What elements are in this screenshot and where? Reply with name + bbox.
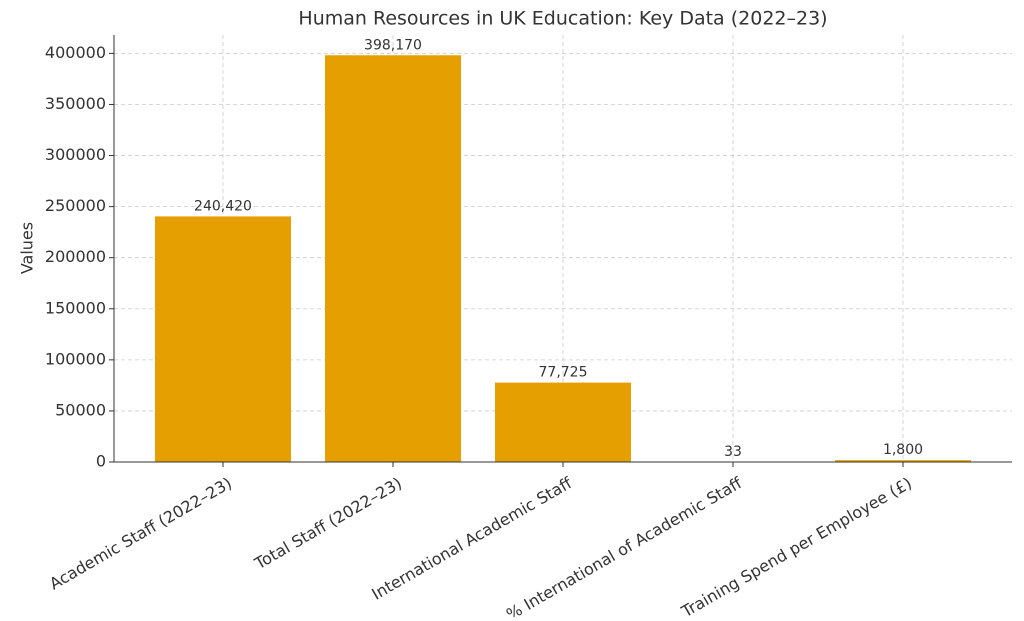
y-tick-label: 400000 bbox=[45, 43, 106, 62]
value-label: 1,800 bbox=[883, 442, 923, 458]
bar bbox=[155, 216, 291, 462]
bar bbox=[495, 383, 631, 462]
value-label: 398,170 bbox=[364, 37, 422, 53]
y-tick-label: 350000 bbox=[45, 94, 106, 113]
y-tick-label: 300000 bbox=[45, 145, 106, 164]
y-tick-label: 100000 bbox=[45, 349, 106, 368]
y-tick-label: 250000 bbox=[45, 196, 106, 215]
value-label: 240,420 bbox=[194, 198, 252, 214]
y-tick-label: 50000 bbox=[55, 400, 106, 419]
value-label: 77,725 bbox=[539, 365, 588, 381]
y-axis-label: Values bbox=[18, 222, 37, 274]
y-tick-label: 0 bbox=[96, 452, 106, 471]
x-tick-label: Academic Staff (2022–23) bbox=[46, 473, 235, 593]
chart-title: Human Resources in UK Education: Key Dat… bbox=[298, 8, 827, 30]
value-label: 33 bbox=[724, 444, 742, 460]
bar bbox=[325, 55, 461, 462]
y-tick-label: 150000 bbox=[45, 298, 106, 317]
x-tick-label: Total Staff (2022–23) bbox=[251, 473, 405, 573]
y-tick-label: 200000 bbox=[45, 247, 106, 266]
